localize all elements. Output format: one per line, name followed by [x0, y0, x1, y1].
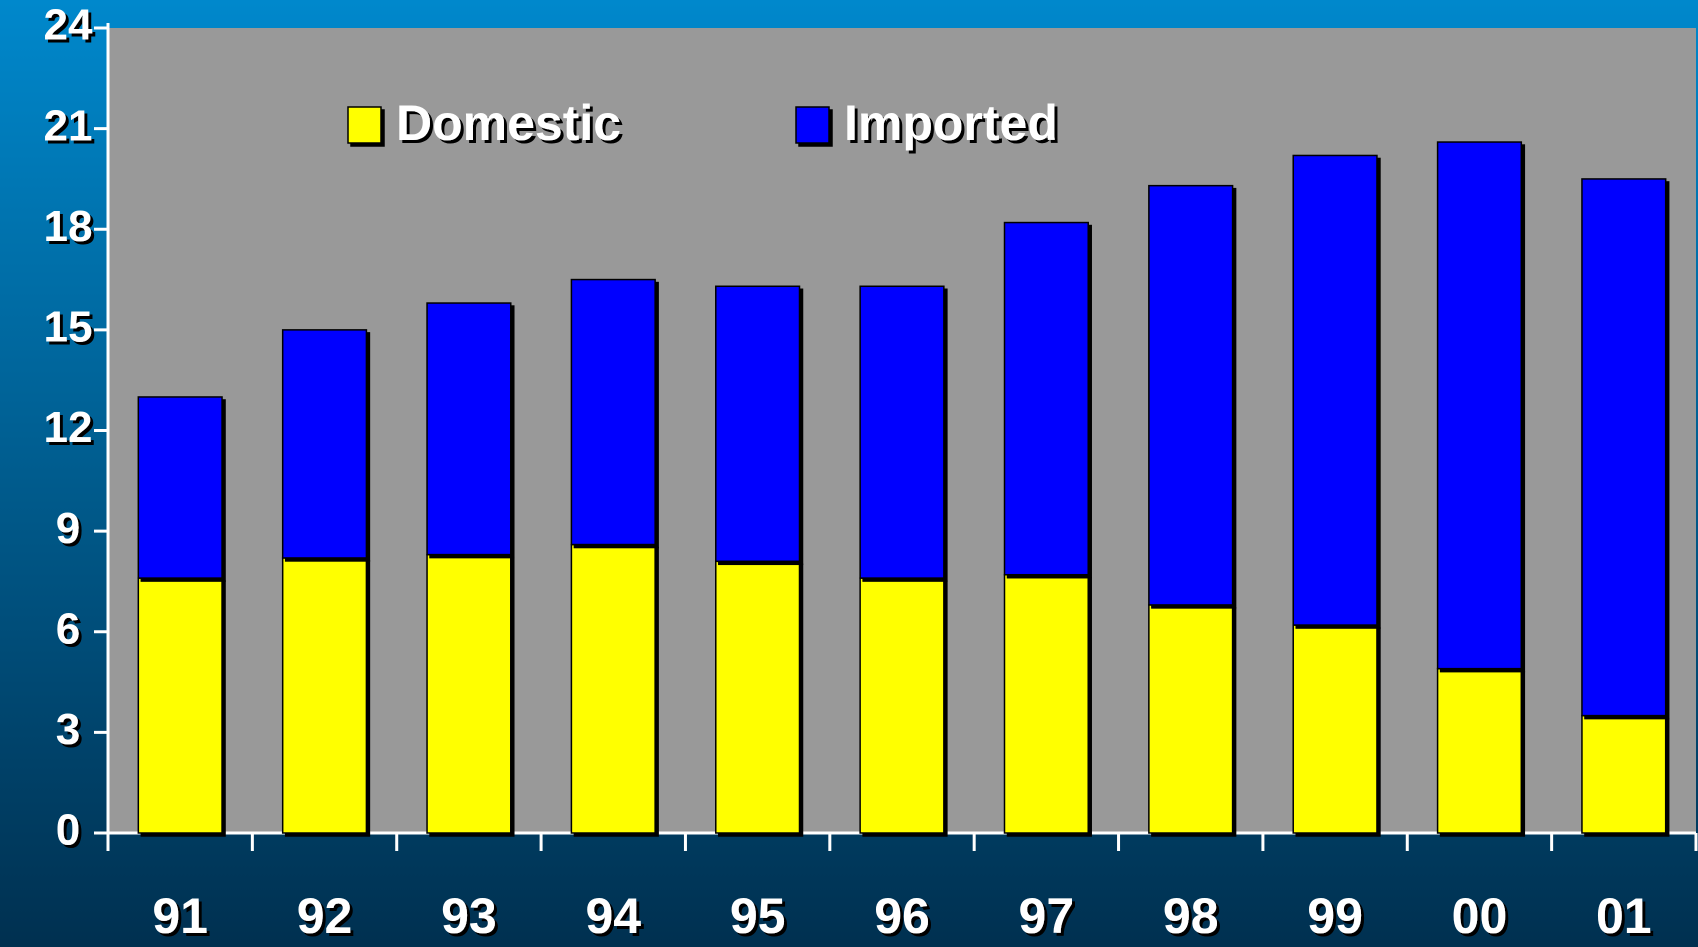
- y-tick-label: 0: [56, 806, 80, 855]
- x-tick-label: 95: [730, 888, 786, 944]
- x-tick-label: 94: [585, 888, 641, 944]
- x-tick-label: 91: [152, 888, 208, 944]
- bar-segment: [1292, 624, 1378, 834]
- legend-label: Imported: [844, 95, 1058, 151]
- x-tick-label: 97: [1019, 888, 1075, 944]
- bar-segment: [1436, 667, 1523, 834]
- y-tick-label: 6: [56, 604, 80, 653]
- y-tick-label: 3: [56, 705, 80, 754]
- legend-swatch: [347, 106, 382, 144]
- bar-segment: [137, 577, 223, 834]
- bar-segment: [715, 285, 801, 563]
- bar-segment: [1148, 604, 1234, 834]
- x-tick-label: 96: [874, 888, 930, 944]
- legend-swatch: [795, 106, 830, 144]
- bar-segment: [426, 553, 512, 834]
- y-tick-label: 12: [44, 403, 93, 452]
- x-tick-label: 98: [1163, 888, 1219, 944]
- y-tick-label: 18: [44, 202, 93, 251]
- bar-segment: [1148, 184, 1234, 606]
- bar-segment: [426, 302, 512, 556]
- y-tick-label: 9: [56, 504, 80, 553]
- bar-segment: [859, 285, 945, 579]
- bar-segment: [570, 278, 656, 546]
- x-tick-label: 99: [1307, 888, 1363, 944]
- bar-segment: [1581, 178, 1667, 717]
- bar-segment: [1003, 221, 1089, 576]
- bar-segment: [1581, 714, 1667, 834]
- bar-segment: [1436, 141, 1523, 670]
- x-tick-label: 00: [1452, 888, 1508, 944]
- y-tick-label: 24: [44, 1, 93, 50]
- x-tick-label: 93: [441, 888, 497, 944]
- legend-background: [262, 95, 1146, 160]
- legend-label: Domestic: [396, 95, 621, 151]
- bar-segment: [281, 557, 368, 834]
- bar-segment: [1292, 154, 1378, 626]
- bar-segment: [715, 560, 801, 834]
- bar-segment: [137, 396, 223, 579]
- x-tick-label: 01: [1596, 888, 1652, 944]
- bar-segment: [570, 543, 656, 834]
- y-tick-label: 15: [44, 303, 93, 352]
- y-tick-label: 21: [44, 101, 93, 150]
- x-tick-label: 92: [297, 888, 353, 944]
- bar-segment: [281, 329, 368, 559]
- bar-segment: [859, 577, 945, 834]
- bar-segment: [1003, 573, 1089, 834]
